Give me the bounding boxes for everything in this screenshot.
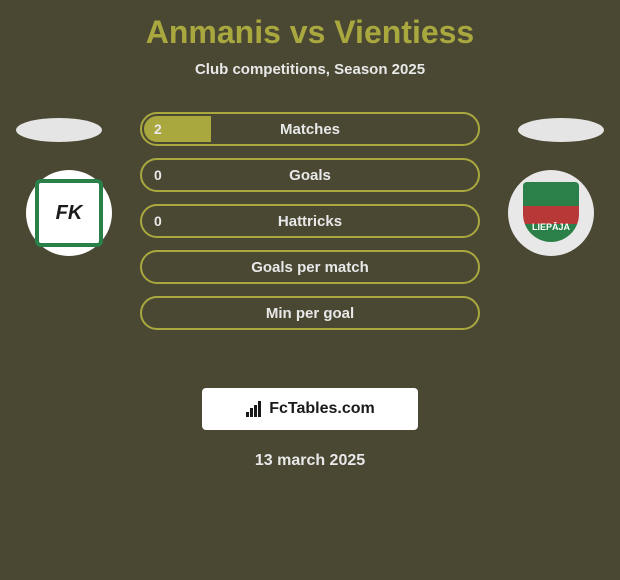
stat-bar-goals-per-match: Goals per match: [140, 250, 480, 284]
stat-bar-goals: 0 Goals: [140, 158, 480, 192]
stat-bar-matches: 2 Matches: [140, 112, 480, 146]
chart-icon: [245, 400, 263, 418]
stat-bar-min-per-goal: Min per goal: [140, 296, 480, 330]
club-logo-left-text: FK: [56, 202, 83, 225]
club-logo-right-text: LIEPĀJA: [523, 182, 579, 232]
stat-left-value: 0: [154, 213, 162, 229]
subtitle: Club competitions, Season 2025: [0, 61, 620, 78]
club-logo-left: FK: [26, 170, 112, 256]
watermark-badge: FcTables.com: [202, 388, 418, 430]
watermark-text: FcTables.com: [269, 400, 375, 418]
stat-bar-hattricks: 0 Hattricks: [140, 204, 480, 238]
stat-left-value: 2: [154, 121, 162, 137]
club-logo-left-shield: FK: [35, 179, 103, 247]
page-title: Anmanis vs Vientiess: [0, 0, 620, 51]
match-date: 13 march 2025: [0, 452, 620, 470]
stat-label: Min per goal: [142, 305, 478, 322]
stat-label: Goals: [142, 167, 478, 184]
stat-left-value: 0: [154, 167, 162, 183]
player-name-right-oval: [518, 118, 604, 142]
club-logo-right-shield: LIEPĀJA: [523, 182, 579, 242]
stats-container: 2 Matches 0 Goals 0 Hattricks Goals per …: [140, 112, 480, 342]
stat-label: Hattricks: [142, 213, 478, 230]
player-name-left-oval: [16, 118, 102, 142]
comparison-area: FK LIEPĀJA 2 Matches 0 Goals 0 Hattricks: [0, 108, 620, 388]
stat-label: Goals per match: [142, 259, 478, 276]
club-logo-right: LIEPĀJA: [508, 170, 594, 256]
